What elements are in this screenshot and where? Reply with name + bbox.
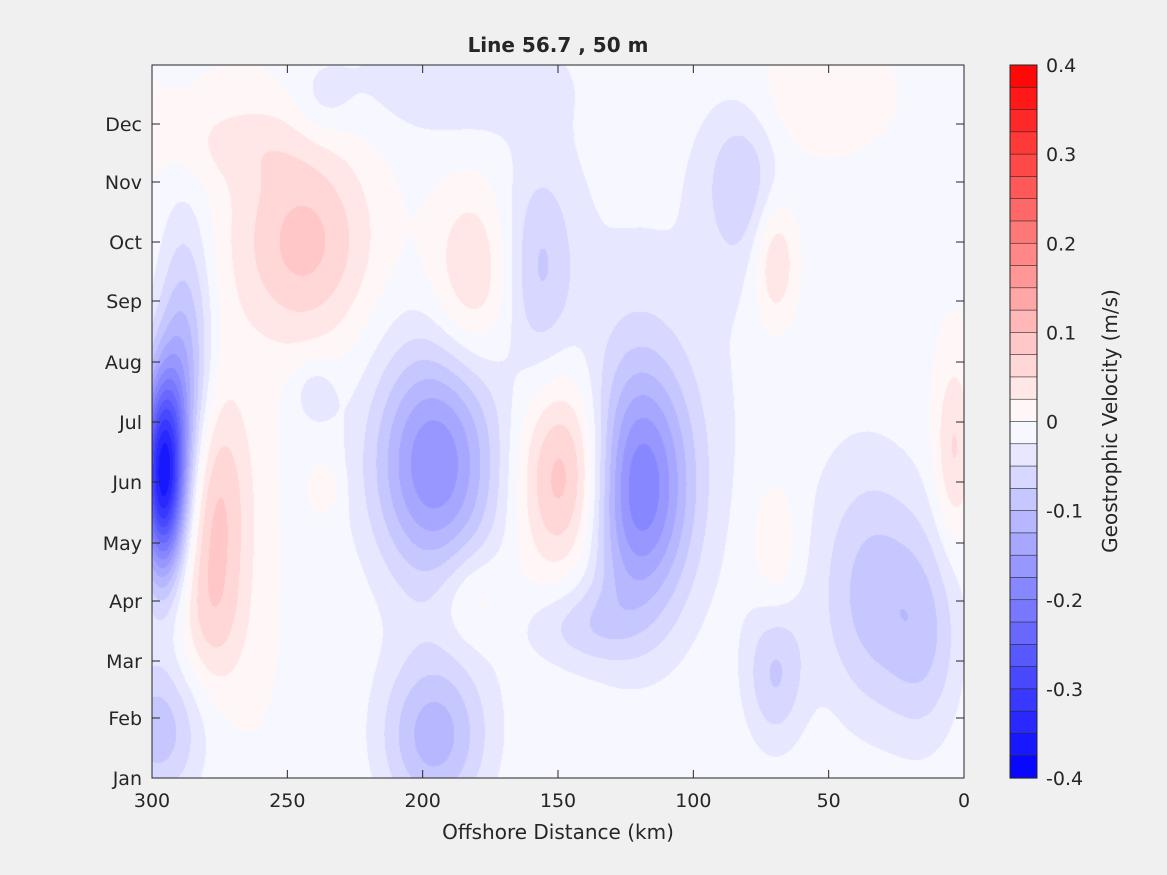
- y-tick-label: Aug: [105, 352, 142, 374]
- y-tick-label: Jan: [112, 768, 142, 790]
- y-tick-label: Jun: [111, 472, 142, 494]
- y-axis: Jan Feb Mar Apr May Jun Jul Aug Sep Oct Nov Dec: [103, 114, 964, 790]
- colorbar-cell: [1009, 86, 1038, 111]
- x-axis-label: Offshore Distance (km): [442, 820, 674, 844]
- colorbar-cell: [1009, 376, 1038, 400]
- x-tick-label: 200: [405, 790, 441, 812]
- colorbar-cell: [1009, 153, 1038, 178]
- colorbar-cell: [1009, 421, 1038, 445]
- y-tick-label: Jul: [118, 412, 142, 434]
- colorbar-tick-label: -0.4: [1046, 768, 1083, 790]
- y-tick-label: Nov: [105, 172, 142, 194]
- colorbar-cell: [1009, 242, 1038, 267]
- colorbar-ticks: 0.4 0.3 0.2 0.1 0 -0.1 -0.2 -0.3 -0.4: [1046, 55, 1083, 790]
- colorbar-cell: [1009, 398, 1038, 423]
- colorbar-cell: [1009, 176, 1038, 200]
- y-tick-label: Apr: [109, 591, 142, 613]
- colorbar-tick-label: 0.2: [1046, 233, 1076, 255]
- colorbar-cell: [1009, 733, 1038, 757]
- colorbar-cell: [1009, 710, 1038, 735]
- colorbar-cell: [1009, 465, 1038, 489]
- colorbar-cell: [1009, 198, 1038, 222]
- x-tick-label: 0: [958, 790, 970, 812]
- x-tick-label: 50: [817, 790, 841, 812]
- colorbar-tick-label: 0: [1046, 412, 1058, 434]
- colorbar-frame: [1009, 64, 1038, 779]
- colorbar-tick-label: -0.1: [1046, 501, 1083, 523]
- colorbar-cell: [1009, 577, 1038, 601]
- colorbar-cell: [1009, 131, 1038, 155]
- colorbar-cell: [1009, 109, 1038, 133]
- colorbar-cell: [1009, 755, 1038, 779]
- x-tick-label: 150: [540, 790, 576, 812]
- x-tick-label: 300: [134, 790, 170, 812]
- colorbar-cell: [1009, 488, 1038, 512]
- colorbar-cell: [1009, 332, 1038, 356]
- colorbar-cell: [1009, 666, 1038, 690]
- colorbar-cell: [1009, 64, 1038, 88]
- y-tick-label: Sep: [106, 291, 142, 313]
- colorbar-label: Geostrophic Velocity (m/s): [1098, 289, 1122, 553]
- y-tick-label: Dec: [105, 114, 142, 136]
- x-axis: 300 250 200 150 100 50 0: [134, 65, 970, 812]
- chart-title: Line 56.7 , 50 m: [468, 33, 649, 57]
- colorbar-tick-label: 0.1: [1046, 322, 1076, 344]
- colorbar-cell: [1009, 287, 1038, 311]
- colorbar-cell: [1009, 354, 1038, 378]
- colorbar-levels: [1009, 64, 1038, 779]
- velocity-field: [152, 65, 964, 778]
- y-tick-label: Mar: [106, 651, 142, 673]
- colorbar-cell: [1009, 309, 1038, 333]
- colorbar-tick-label: -0.2: [1046, 590, 1083, 612]
- colorbar-tick-label: -0.3: [1046, 679, 1083, 701]
- colorbar-cell: [1009, 265, 1038, 289]
- colorbar-cell: [1009, 644, 1038, 668]
- y-tick-label: May: [103, 533, 142, 555]
- colorbar-cell: [1009, 688, 1038, 712]
- x-tick-label: 250: [269, 790, 305, 812]
- colorbar-cell: [1009, 220, 1038, 244]
- x-tick-label: 100: [675, 790, 711, 812]
- colorbar-cell: [1009, 510, 1038, 534]
- y-tick-label: Oct: [109, 232, 142, 254]
- colorbar-tick-label: 0.4: [1046, 55, 1076, 77]
- colorbar-cell: [1009, 621, 1038, 645]
- plot-area: 300 250 200 150 100 50 0 Jan Feb Mar Apr May Jun Jul…: [103, 64, 970, 812]
- colorbar-cell: [1009, 443, 1038, 467]
- colorbar-cell: [1009, 599, 1038, 623]
- colorbar-cell: [1009, 554, 1038, 579]
- colorbar-cell: [1009, 532, 1038, 556]
- y-tick-label: Feb: [108, 708, 142, 730]
- colorbar: 0.4 0.3 0.2 0.1 0 -0.1 -0.2 -0.3 -0.4 Geostrophi…: [1009, 55, 1122, 790]
- colorbar-tick-label: 0.3: [1046, 144, 1076, 166]
